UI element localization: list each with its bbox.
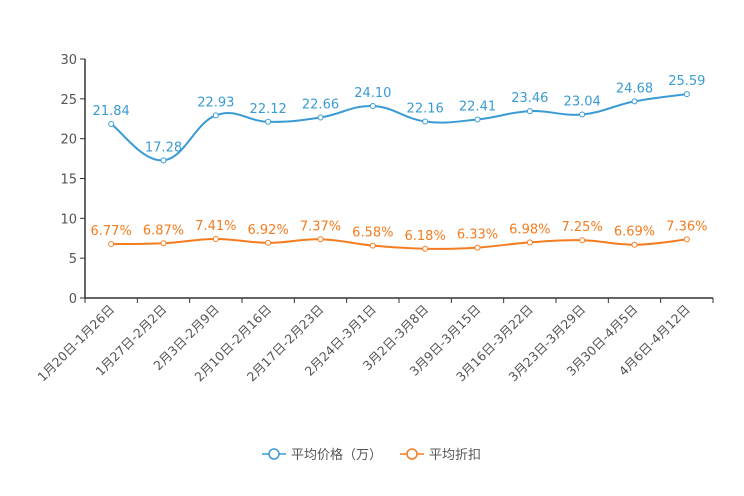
data-label: 22.41	[459, 99, 496, 114]
data-label: 6.58%	[352, 226, 393, 241]
data-point[interactable]	[212, 235, 219, 242]
y-tick-label: 20	[60, 133, 77, 148]
data-label: 23.04	[564, 94, 601, 109]
data-label: 25.59	[668, 74, 705, 89]
data-label: 7.37%	[300, 219, 341, 234]
data-point[interactable]	[579, 111, 586, 118]
series-line-1	[111, 237, 687, 250]
data-point[interactable]	[631, 241, 638, 248]
legend-item-0[interactable]: 平均价格（万）	[262, 447, 382, 463]
data-point[interactable]	[317, 114, 324, 121]
data-label: 6.92%	[248, 223, 289, 238]
data-point[interactable]	[265, 239, 272, 246]
data-point[interactable]	[579, 237, 586, 244]
data-label: 7.41%	[195, 219, 236, 234]
data-point[interactable]	[160, 157, 167, 164]
data-point[interactable]	[631, 98, 638, 105]
data-point[interactable]	[369, 103, 376, 110]
data-label: 6.77%	[91, 224, 132, 239]
data-point[interactable]	[212, 112, 219, 119]
data-label: 6.87%	[143, 223, 184, 238]
data-label: 24.68	[616, 81, 653, 96]
y-tick-label: 15	[60, 173, 77, 188]
data-point[interactable]	[369, 242, 376, 249]
legend-label: 平均折扣	[429, 448, 481, 463]
data-point[interactable]	[422, 245, 429, 252]
data-point[interactable]	[526, 108, 533, 115]
data-point[interactable]	[108, 121, 115, 128]
data-point[interactable]	[317, 236, 324, 243]
data-label: 22.93	[197, 95, 234, 110]
data-label: 6.18%	[405, 229, 446, 244]
data-point[interactable]	[265, 118, 272, 125]
legend-marker-icon	[406, 448, 418, 460]
data-label: 7.25%	[562, 220, 603, 235]
data-label: 6.98%	[509, 222, 550, 237]
y-tick-label: 10	[60, 212, 77, 227]
data-label: 23.46	[511, 91, 548, 106]
data-label: 17.28	[145, 140, 182, 155]
data-point[interactable]	[108, 241, 115, 248]
data-label: 24.10	[354, 86, 391, 101]
data-point[interactable]	[422, 118, 429, 125]
legend-label: 平均价格（万）	[291, 447, 382, 463]
y-tick-label: 5	[69, 252, 77, 267]
y-tick-label: 25	[60, 93, 77, 108]
data-label: 22.12	[250, 102, 287, 117]
data-label: 7.36%	[666, 219, 707, 234]
legend-item-1[interactable]: 平均折扣	[400, 448, 481, 463]
data-label: 22.16	[407, 101, 444, 116]
data-point[interactable]	[474, 244, 481, 251]
data-point[interactable]	[474, 116, 481, 123]
data-label: 6.69%	[614, 225, 655, 240]
data-label: 21.84	[93, 104, 130, 119]
legend-marker-icon	[268, 448, 280, 460]
data-point[interactable]	[160, 240, 167, 247]
y-tick-label: 30	[60, 53, 77, 68]
data-point[interactable]	[683, 91, 690, 98]
data-point[interactable]	[683, 236, 690, 243]
data-point[interactable]	[526, 239, 533, 246]
y-tick-label: 0	[69, 292, 77, 307]
data-label: 6.33%	[457, 228, 498, 243]
data-label: 22.66	[302, 97, 339, 112]
